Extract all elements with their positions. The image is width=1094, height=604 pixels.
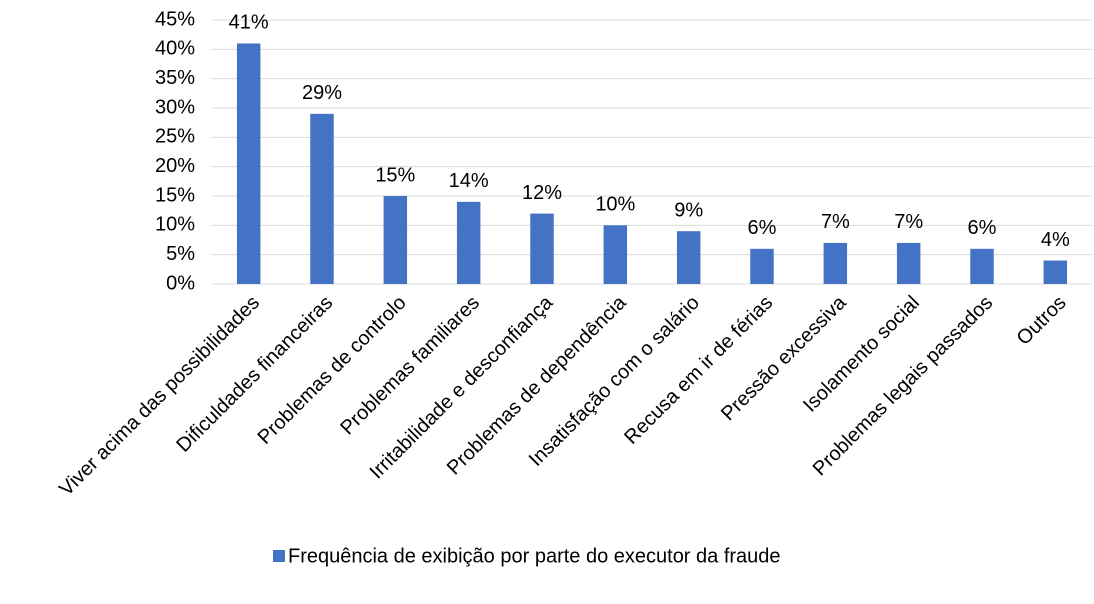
legend-label: Frequência de exibição por parte do exec…	[288, 545, 781, 567]
data-label: 4%	[1041, 229, 1070, 251]
data-label: 7%	[821, 211, 850, 233]
data-label: 41%	[229, 12, 269, 34]
y-tick-label: 25%	[155, 126, 195, 148]
data-label: 6%	[748, 217, 777, 239]
x-tick-label: Problemas familiares	[336, 292, 484, 440]
bar	[456, 201, 481, 284]
x-tick-label: Recusa em ir de férias	[620, 292, 777, 449]
bar	[530, 213, 554, 284]
x-tick-label: Outros	[1013, 292, 1071, 350]
data-label: 12%	[522, 182, 562, 204]
y-tick-label: 10%	[155, 214, 195, 236]
legend-swatch	[273, 550, 285, 562]
y-tick-label: 15%	[155, 184, 195, 206]
y-tick-label: 35%	[155, 67, 195, 89]
y-tick-label: 45%	[155, 8, 195, 30]
bar	[236, 43, 261, 284]
data-label: 10%	[595, 194, 635, 216]
y-tick-label: 30%	[155, 96, 195, 118]
data-label: 6%	[968, 217, 997, 239]
x-tick-label: Pressão excessiva	[717, 291, 851, 425]
data-label: 15%	[375, 164, 415, 186]
x-tick-label: Problemas de controlo	[254, 292, 411, 449]
data-label: 29%	[302, 82, 342, 104]
y-tick-label: 5%	[166, 243, 195, 265]
bar	[970, 248, 994, 284]
y-tick-label: 40%	[155, 38, 195, 60]
bar	[1043, 260, 1068, 284]
data-label: 9%	[674, 199, 703, 221]
data-label: 7%	[894, 211, 923, 233]
bar	[676, 231, 701, 284]
data-label: 14%	[449, 170, 489, 192]
bar	[310, 113, 334, 284]
bar	[383, 196, 408, 284]
bar	[750, 248, 774, 284]
bar	[603, 225, 628, 284]
bar	[896, 242, 921, 284]
y-tick-label: 0%	[166, 272, 195, 294]
y-tick-label: 20%	[155, 155, 195, 177]
bar	[823, 242, 848, 284]
